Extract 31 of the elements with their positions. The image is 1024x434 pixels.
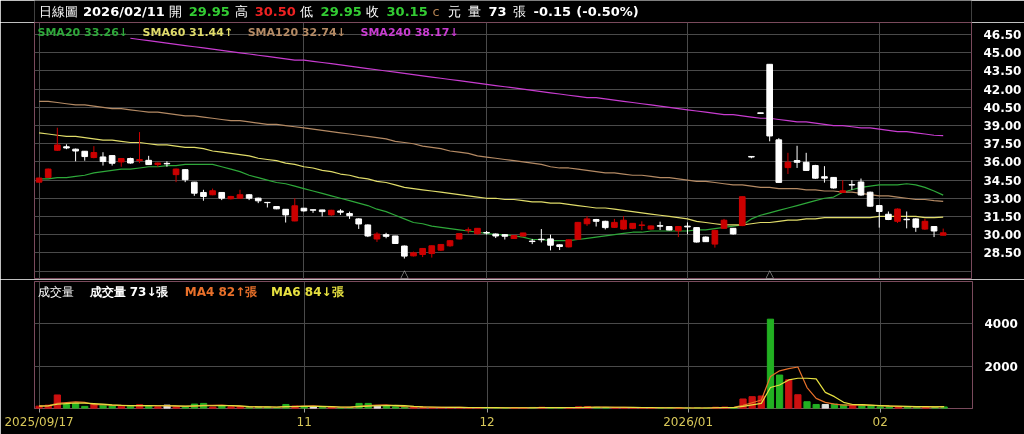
y-tick-label: 30.00 <box>983 228 1022 243</box>
annotation: △ <box>765 266 775 280</box>
x-tick-label: 2025/09/17 <box>4 414 74 429</box>
x-tick-label: 11 <box>296 414 312 429</box>
y-tick-label: 33.00 <box>983 191 1022 206</box>
y-tick-label: 45.00 <box>983 46 1022 61</box>
y-tick-label: 31.50 <box>983 209 1022 224</box>
y-tick-label: 39.00 <box>983 119 1022 134</box>
x-tick-label: 12 <box>479 414 495 429</box>
y-tick-label: 40.50 <box>983 100 1022 115</box>
y-tick-label: 42.00 <box>983 82 1022 97</box>
chart-title: 日線圖 2026/02/11 開 29.95 高 30.50 低 29.95 收 30.15 c 元 量 73 張 -0.15 (-0.50%) <box>39 4 639 19</box>
y-tick-label: 43.50 <box>983 64 1022 79</box>
chart-title: 成交量 <box>37 284 74 299</box>
x-tick-label: 2026/01 <box>663 414 714 429</box>
y-tick-label: 2000 <box>984 359 1018 374</box>
text: SMA120 32.74↓ <box>247 25 346 39</box>
y-tick-label: 4000 <box>984 317 1018 332</box>
y-tick-label: 34.50 <box>983 173 1022 188</box>
y-tick-label: 36.00 <box>983 155 1022 170</box>
y-tick-label: 46.50 <box>983 28 1022 43</box>
text: 成交量 73↓張 <box>88 284 170 299</box>
annotation: △ <box>400 266 410 280</box>
text: MA6 84↓張 <box>271 284 345 299</box>
text: SMA20 33.26↓ <box>37 25 129 39</box>
y-tick-label: 37.50 <box>983 137 1022 152</box>
x-tick-label: 02 <box>872 414 888 429</box>
text: SMA60 31.44↑ <box>142 25 234 39</box>
text: SMA240 38.17↓ <box>360 25 459 39</box>
y-tick-label: 28.50 <box>983 246 1022 261</box>
text: MA4 82↑張 <box>184 284 259 299</box>
